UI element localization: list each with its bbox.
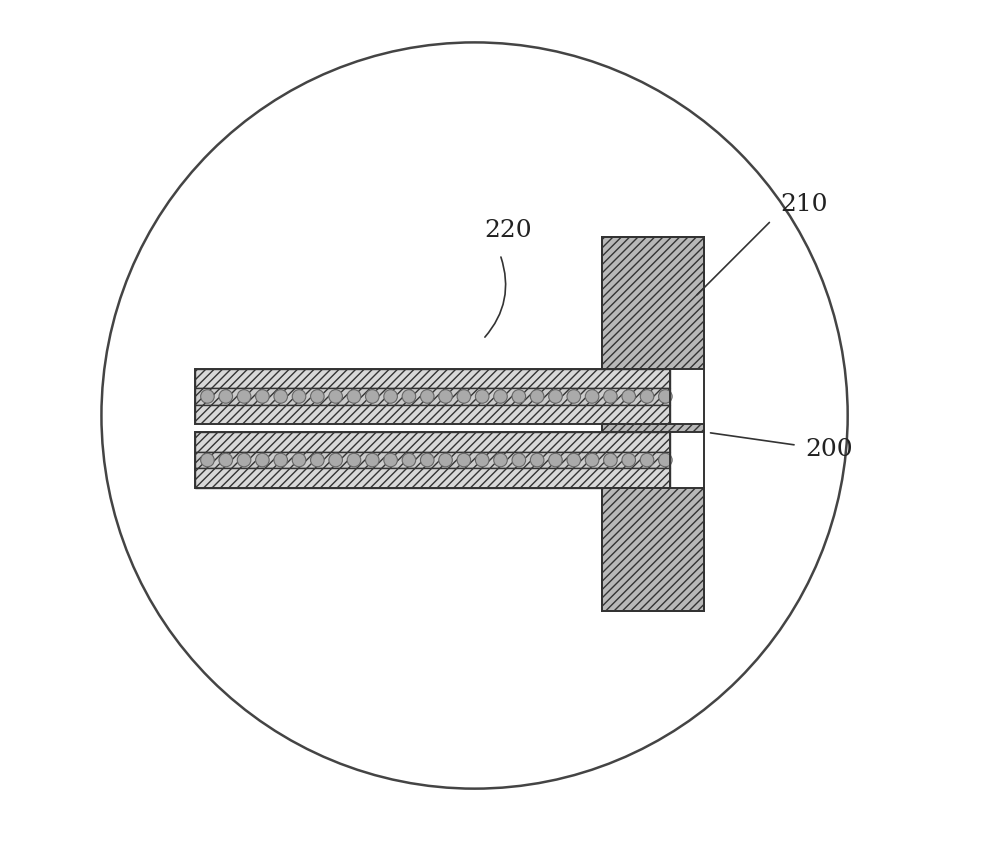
Circle shape xyxy=(201,453,214,466)
Circle shape xyxy=(659,453,672,466)
Circle shape xyxy=(549,453,562,466)
Bar xyxy=(195,432,670,452)
Circle shape xyxy=(640,453,654,466)
Circle shape xyxy=(384,453,397,466)
Text: 220: 220 xyxy=(485,219,532,242)
Circle shape xyxy=(384,389,397,403)
Bar xyxy=(602,424,704,432)
Circle shape xyxy=(274,389,287,403)
Circle shape xyxy=(585,389,599,403)
Circle shape xyxy=(366,453,379,466)
Circle shape xyxy=(530,389,544,403)
Bar xyxy=(602,237,704,369)
Circle shape xyxy=(585,453,599,466)
Circle shape xyxy=(530,453,544,466)
Circle shape xyxy=(219,389,233,403)
Circle shape xyxy=(311,389,324,403)
Circle shape xyxy=(347,453,361,466)
Circle shape xyxy=(201,389,214,403)
Circle shape xyxy=(457,453,471,466)
Circle shape xyxy=(219,453,233,466)
Circle shape xyxy=(292,453,306,466)
Circle shape xyxy=(457,389,471,403)
Text: 210: 210 xyxy=(780,193,827,216)
Circle shape xyxy=(567,453,581,466)
Circle shape xyxy=(439,453,452,466)
Circle shape xyxy=(237,453,251,466)
Circle shape xyxy=(475,453,489,466)
Circle shape xyxy=(311,453,324,466)
Bar xyxy=(195,369,670,388)
Circle shape xyxy=(366,389,379,403)
Circle shape xyxy=(402,389,416,403)
Circle shape xyxy=(347,389,361,403)
Circle shape xyxy=(622,389,636,403)
Circle shape xyxy=(567,389,581,403)
Circle shape xyxy=(549,389,562,403)
Circle shape xyxy=(420,389,434,403)
Circle shape xyxy=(512,453,526,466)
Circle shape xyxy=(256,453,269,466)
Circle shape xyxy=(402,453,416,466)
Circle shape xyxy=(604,453,617,466)
Bar xyxy=(195,432,670,488)
Text: 200: 200 xyxy=(805,438,853,461)
Bar xyxy=(195,404,670,424)
Circle shape xyxy=(604,389,617,403)
Circle shape xyxy=(237,389,251,403)
Circle shape xyxy=(512,389,526,403)
Bar xyxy=(195,369,670,424)
Circle shape xyxy=(494,389,507,403)
Circle shape xyxy=(292,389,306,403)
Circle shape xyxy=(475,389,489,403)
Circle shape xyxy=(420,453,434,466)
Bar xyxy=(195,424,670,432)
Bar xyxy=(195,452,670,468)
Circle shape xyxy=(329,453,342,466)
Circle shape xyxy=(622,453,636,466)
Circle shape xyxy=(640,389,654,403)
Circle shape xyxy=(256,389,269,403)
Circle shape xyxy=(274,453,287,466)
Circle shape xyxy=(101,42,848,789)
Bar xyxy=(602,488,704,611)
Circle shape xyxy=(494,453,507,466)
Circle shape xyxy=(659,389,672,403)
Circle shape xyxy=(439,389,452,403)
Bar xyxy=(195,468,670,488)
Bar xyxy=(195,388,670,404)
Circle shape xyxy=(329,389,342,403)
